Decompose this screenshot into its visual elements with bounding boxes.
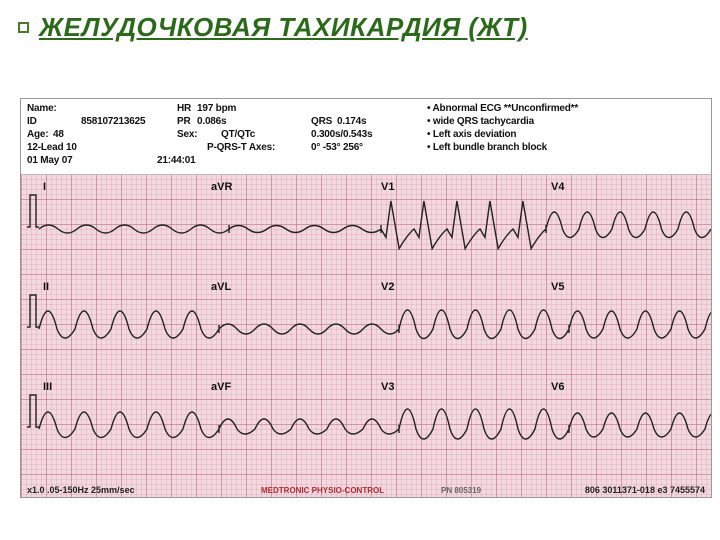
name-label: Name:: [27, 103, 57, 114]
qrs-value: 0.174s: [337, 116, 366, 127]
ecg-header-strip: Name: ID 858107213625 Age: 48 12-Lead 10…: [21, 99, 711, 175]
footer-brand: MEDTRONIC PHYSIO-CONTROL: [261, 486, 384, 495]
pr-value: 0.086s: [197, 116, 226, 127]
sex-label: Sex:: [177, 129, 197, 140]
time-value: 21:44:01: [157, 155, 195, 166]
lead-label: 12-Lead 10: [27, 142, 77, 153]
ecg-strip: Name: ID 858107213625 Age: 48 12-Lead 10…: [20, 98, 712, 498]
interp-1: Abnormal ECG **Unconfirmed**: [427, 103, 578, 114]
axes-label: P-QRS-T Axes:: [207, 142, 275, 153]
interp-4: Left bundle branch block: [427, 142, 547, 153]
ecg-row-3: [21, 379, 711, 475]
qt-label: QT/QTc: [221, 129, 255, 140]
title-bullet-icon: [18, 22, 29, 33]
footer-serial: 806 3011371-018 e3 7455574: [585, 485, 705, 495]
age-value: 48: [53, 129, 64, 140]
ecg-row-2: [21, 279, 711, 375]
id-label: ID: [27, 116, 37, 127]
ecg-row-1: [21, 179, 711, 275]
footer-settings: x1.0 .05-150Hz 25mm/sec: [27, 485, 135, 495]
axes-value: 0° -53° 256°: [311, 142, 363, 153]
qtc-value: 0.300s/0.543s: [311, 129, 372, 140]
slide-title-bar: ЖЕЛУДОЧКОВАЯ ТАХИКАРДИЯ (ЖТ): [0, 0, 720, 51]
footer-pn: PN 805319: [441, 486, 481, 495]
age-label: Age:: [27, 129, 48, 140]
interp-2: wide QRS tachycardia: [427, 116, 534, 127]
slide-title: ЖЕЛУДОЧКОВАЯ ТАХИКАРДИЯ (ЖТ): [39, 12, 528, 43]
qrs-label: QRS: [311, 116, 332, 127]
hr-label: HR: [177, 103, 191, 114]
id-value: 858107213625: [81, 116, 145, 127]
hr-value: 197 bpm: [197, 103, 236, 114]
interp-3: Left axis deviation: [427, 129, 516, 140]
date-label: 01 May 07: [27, 155, 72, 166]
pr-label: PR: [177, 116, 191, 127]
